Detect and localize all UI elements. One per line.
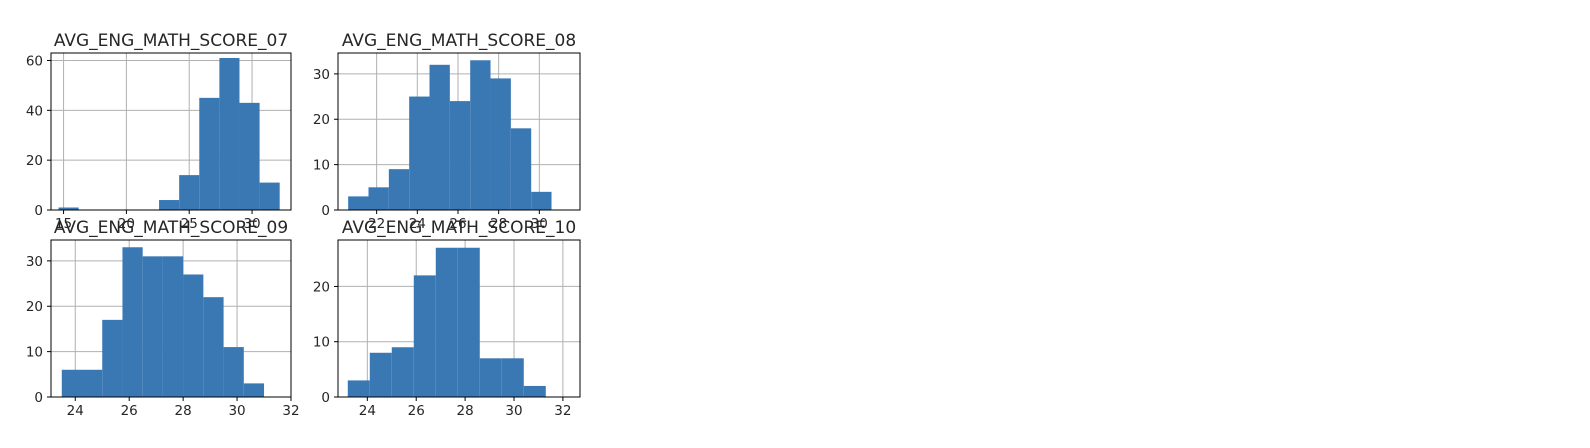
histogram-bar [223, 347, 244, 397]
histogram-bar [409, 96, 430, 210]
y-tick-label: 0 [321, 203, 330, 219]
y-tick-label: 20 [313, 279, 330, 295]
histogram-bar [347, 380, 370, 397]
x-tick-label: 30 [228, 403, 245, 419]
y-tick-label: 60 [26, 53, 43, 69]
histogram-bar [199, 97, 220, 210]
x-tick-label: 15 [55, 216, 72, 232]
y-tick-label: 30 [26, 254, 43, 270]
histogram-bar [142, 256, 163, 397]
histogram-bar [429, 64, 450, 210]
histogram-bar [219, 57, 240, 210]
histogram-bar [501, 358, 524, 397]
histogram-bar [523, 385, 546, 397]
histogram-bar [490, 78, 511, 211]
chart-title: AVG_ENG_MATH_SCORE_08 [342, 31, 576, 51]
histogram-bar [243, 383, 265, 397]
x-tick-label: 22 [368, 216, 385, 232]
x-tick-label: 30 [531, 216, 548, 232]
histogram-bar [369, 352, 392, 397]
histogram-bar [162, 256, 184, 397]
histogram-bar [457, 247, 480, 397]
x-tick-label: 32 [282, 403, 299, 419]
x-tick-label: 24 [67, 403, 84, 419]
histogram-bar [391, 347, 414, 397]
histogram-bar [239, 102, 260, 210]
histogram-bar [510, 128, 532, 210]
chart-title: AVG_ENG_MATH_SCORE_09 [54, 218, 288, 238]
histogram-bar [449, 101, 471, 210]
histogram-bar [388, 169, 410, 210]
y-tick-label: 10 [26, 345, 43, 361]
x-tick-label: 26 [408, 403, 425, 419]
x-tick-label: 24 [359, 403, 376, 419]
y-tick-label: 0 [321, 390, 330, 406]
y-tick-label: 0 [34, 390, 43, 406]
histogram-bar [58, 207, 79, 210]
y-tick-label: 40 [26, 103, 43, 119]
y-tick-label: 20 [26, 153, 43, 169]
histogram-bar [179, 175, 200, 210]
histogram-bar [82, 369, 103, 397]
y-tick-label: 30 [313, 67, 330, 83]
histogram-panel-2: 22 24 26 28 30 0 10 20 30 AVG_ENG_MATH_SCORE_08 [313, 31, 581, 232]
axes-frame [50, 239, 292, 398]
y-tick-label: 20 [313, 112, 330, 128]
histogram-panel-1: 15 20 25 30 0 20 40 60 AVG_ENG_MATH_SCORE_07 [26, 31, 292, 232]
chart-title: AVG_ENG_MATH_SCORE_10 [342, 218, 576, 238]
histogram-bar [479, 358, 502, 397]
histogram-bar [435, 247, 458, 397]
y-tick-label: 10 [313, 335, 330, 351]
histogram-bar [259, 182, 280, 210]
y-tick-label: 0 [34, 203, 43, 219]
x-tick-label: 26 [449, 216, 466, 232]
histogram-bar [348, 196, 369, 210]
histogram-bar [159, 200, 180, 210]
histogram-bar [183, 274, 204, 397]
chart-title: AVG_ENG_MATH_SCORE_07 [54, 31, 288, 51]
y-tick-label: 20 [26, 299, 43, 315]
axes-frame [337, 52, 581, 211]
y-tick-label: 10 [313, 158, 330, 174]
histogram-bar [470, 60, 491, 210]
x-tick-label: 30 [243, 216, 260, 232]
histogram-bar [102, 319, 123, 397]
x-tick-label: 26 [121, 403, 138, 419]
histogram-bar [203, 297, 224, 397]
x-tick-label: 32 [554, 403, 571, 419]
histogram-panel-4: 24 26 28 30 32 0 10 20 AVG_ENG_MATH_SCORE_10 [313, 218, 581, 419]
histogram-bar [413, 275, 436, 397]
histogram-bar [368, 187, 389, 210]
x-tick-label: 25 [181, 216, 198, 232]
x-tick-label: 28 [490, 216, 507, 232]
x-tick-label: 24 [409, 216, 426, 232]
x-tick-label: 20 [118, 216, 135, 232]
histogram-bar [122, 247, 143, 397]
axes-frame [337, 239, 581, 398]
x-tick-label: 28 [457, 403, 474, 419]
x-tick-label: 30 [505, 403, 522, 419]
histogram-bar [61, 369, 83, 397]
x-tick-label: 28 [175, 403, 192, 419]
axes-frame [50, 52, 292, 211]
histogram-bar [531, 191, 552, 210]
